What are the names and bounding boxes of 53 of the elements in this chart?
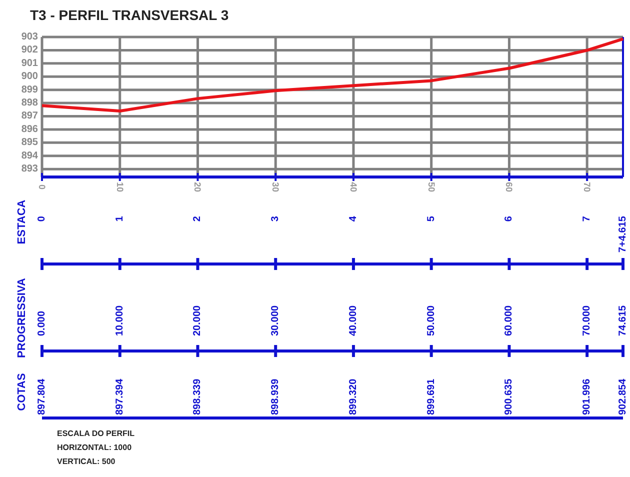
text: ESCALA DO PERFIL	[57, 429, 135, 438]
y-tick-label: 895	[21, 137, 38, 148]
text: ESTACA	[16, 200, 28, 244]
y-tick-label: 896	[21, 124, 38, 135]
text: 0.000	[36, 310, 48, 336]
text: 902.854	[618, 378, 628, 415]
y-tick-label: 898	[21, 98, 38, 109]
text: 70.000	[582, 304, 593, 336]
text: 30.000	[270, 304, 282, 336]
text: 899.320	[348, 378, 359, 415]
text: 7+4.615	[618, 216, 628, 252]
y-tick-label: 900	[21, 71, 38, 82]
x-tick-label: 60	[504, 182, 514, 192]
text: 2	[192, 216, 204, 222]
text: 4	[348, 216, 359, 222]
y-tick-label: 901	[21, 58, 38, 69]
text: 6	[504, 216, 515, 222]
x-tick-label: 40	[348, 182, 358, 192]
y-tick-label: 902	[21, 44, 38, 56]
text: 900.635	[504, 378, 515, 415]
x-tick-label: 50	[426, 182, 436, 192]
text: 897.394	[114, 378, 126, 415]
text: COTAS	[16, 373, 28, 411]
x-tick-label: 70	[582, 182, 592, 192]
text: HORIZONTAL: 1000	[57, 443, 132, 452]
text: 3	[270, 216, 282, 222]
text: 901.996	[582, 378, 593, 415]
text: 1	[114, 216, 126, 222]
text: 40.000	[348, 304, 359, 336]
text: 5	[426, 216, 437, 222]
text: 898.939	[270, 378, 282, 415]
text: 7	[582, 216, 593, 222]
text: 0	[36, 216, 48, 222]
text: VERTICAL: 500	[57, 457, 116, 466]
y-tick-label: 899	[21, 84, 38, 96]
text: 60.000	[504, 304, 515, 336]
x-tick-label: 0	[37, 184, 47, 190]
x-tick-label: 30	[270, 182, 281, 192]
y-tick-label: 894	[21, 150, 38, 162]
text: 10.000	[114, 304, 126, 336]
y-tick-label: 897	[21, 110, 38, 122]
chart-title: T3 - PERFIL TRANSVERSAL 3	[30, 7, 229, 23]
text: 74.615	[618, 304, 628, 336]
x-tick-label: 20	[192, 182, 203, 192]
text: 20.000	[192, 304, 204, 336]
text: PROGRESSIVA	[16, 278, 28, 358]
text: 899.691	[426, 378, 437, 415]
text: 897.804	[36, 378, 48, 415]
text: 50.000	[426, 304, 437, 336]
text: 898.339	[192, 378, 204, 415]
x-tick-label: 10	[114, 182, 125, 192]
y-tick-label: 893	[21, 164, 38, 175]
y-tick-label: 903	[21, 32, 38, 42]
